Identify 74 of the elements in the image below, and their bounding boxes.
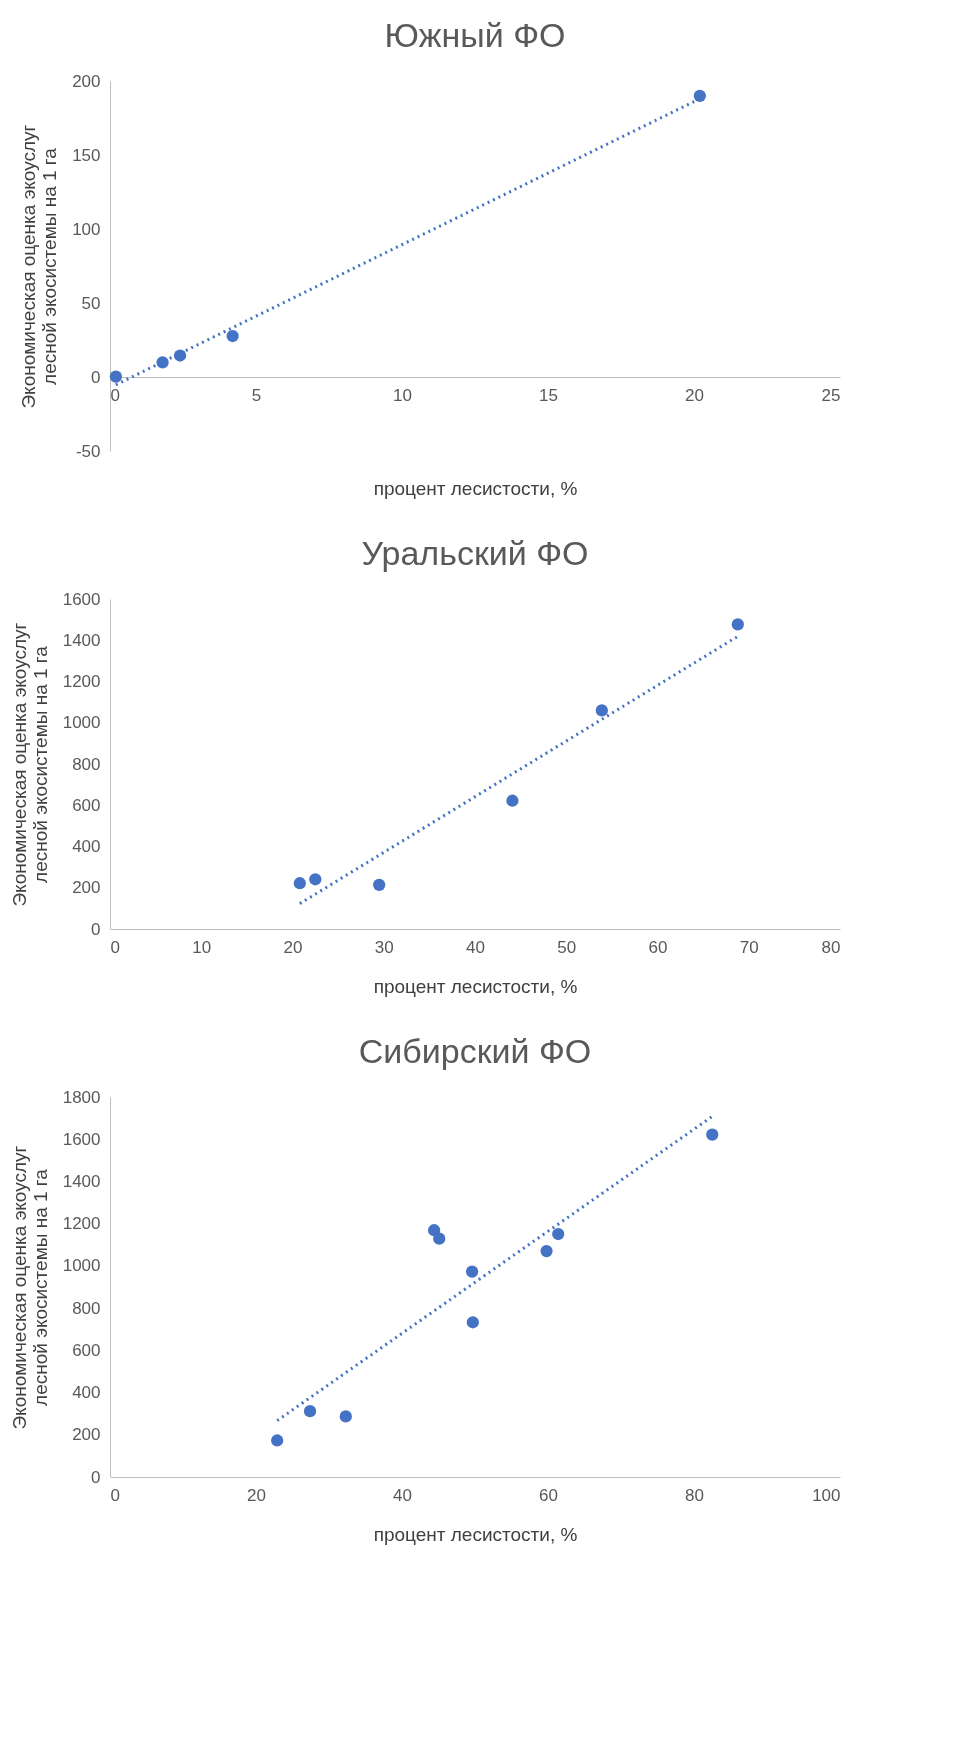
- y-tick-label: -50: [75, 441, 101, 461]
- x-tick-label: 100: [812, 1485, 841, 1505]
- x-tick-label: 80: [685, 1485, 704, 1505]
- point: [731, 618, 744, 631]
- y-tick-label: 400: [72, 837, 101, 856]
- x-tick-label: 60: [648, 937, 668, 957]
- x-tick-label: 30: [374, 937, 394, 957]
- point: [339, 1410, 352, 1423]
- x-tick-label: 70: [739, 937, 759, 957]
- point: [109, 370, 122, 383]
- x-axis-title: процент лесистости, %: [373, 477, 578, 499]
- x-tick-label: 20: [283, 937, 303, 957]
- point: [595, 704, 608, 717]
- x-tick-label: 0: [110, 937, 120, 957]
- chart-title: Уральский ФО: [361, 534, 589, 572]
- x-tick-label: 5: [251, 385, 262, 405]
- y-tick-label: 1400: [62, 630, 101, 650]
- x-tick-label: 60: [539, 1485, 558, 1505]
- y-tick-label: 1000: [62, 1256, 101, 1276]
- x-tick-label: 25: [821, 385, 841, 405]
- point: [552, 1227, 565, 1241]
- point: [465, 1265, 479, 1278]
- y-tick-label: 1400: [62, 1171, 101, 1191]
- x-tick-label: 40: [466, 937, 485, 957]
- y-tick-label: 0: [91, 919, 101, 939]
- x-tick-label: 0: [110, 385, 120, 405]
- y-tick-label: 0: [91, 367, 101, 387]
- y-tick-label: 800: [72, 754, 101, 774]
- y-tick-label: 200: [72, 71, 101, 91]
- point: [309, 873, 322, 886]
- x-tick-label: 40: [393, 1485, 412, 1505]
- point: [433, 1232, 446, 1245]
- x-axis-title: процент лесистости, %: [373, 975, 578, 997]
- y-axis-title: Экономическая оценка экоуслуг лесной экосистемы на 1 га: [8, 1145, 51, 1430]
- point: [693, 89, 706, 102]
- x-axis-title: процент лесистости, %: [373, 1523, 578, 1545]
- y-tick-label: 200: [72, 1425, 101, 1445]
- x-tick-label: 80: [821, 937, 841, 957]
- y-tick-label: 0: [91, 1467, 101, 1487]
- chart-title: Сибирский ФО: [358, 1032, 592, 1070]
- point: [428, 1224, 441, 1237]
- y-tick-label: 200: [72, 878, 101, 898]
- point: [303, 1405, 317, 1418]
- y-tick-label: 600: [72, 795, 101, 815]
- point: [271, 1434, 284, 1447]
- x-tick-label: 50: [557, 937, 577, 957]
- point: [540, 1245, 553, 1258]
- point: [466, 1316, 479, 1329]
- chart-title: Южный ФО: [384, 16, 566, 54]
- y-tick-label: 800: [72, 1298, 101, 1318]
- y-tick-label: 1600: [62, 1129, 101, 1149]
- y-tick-label: 150: [72, 145, 101, 165]
- y-tick-label: 1600: [62, 589, 101, 609]
- y-tick-label: 100: [72, 219, 101, 239]
- x-tick-label: 20: [247, 1485, 266, 1505]
- y-tick-label: 1000: [62, 713, 101, 733]
- y-tick-label: 400: [72, 1383, 101, 1403]
- y-axis-title: Экономическая оценка экоуслуг лесной экосистемы на 1 га: [8, 622, 51, 907]
- x-tick-label: 20: [685, 385, 704, 405]
- x-tick-label: 0: [110, 1485, 120, 1505]
- point: [293, 877, 306, 890]
- y-tick-label: 50: [81, 293, 101, 313]
- y-axis-title: Экономическая оценка экоуслуг лесной экосистемы на 1 га: [18, 124, 61, 409]
- y-tick-label: 600: [72, 1340, 101, 1360]
- x-tick-label: 15: [539, 385, 558, 405]
- point: [226, 329, 239, 343]
- point: [373, 878, 386, 891]
- point: [706, 1128, 719, 1141]
- x-tick-label: 10: [192, 937, 212, 957]
- x-tick-label: 10: [393, 385, 412, 405]
- point: [506, 794, 519, 807]
- y-tick-label: 1800: [62, 1087, 101, 1107]
- y-tick-label: 1200: [62, 672, 101, 691]
- y-tick-label: 1200: [62, 1214, 101, 1234]
